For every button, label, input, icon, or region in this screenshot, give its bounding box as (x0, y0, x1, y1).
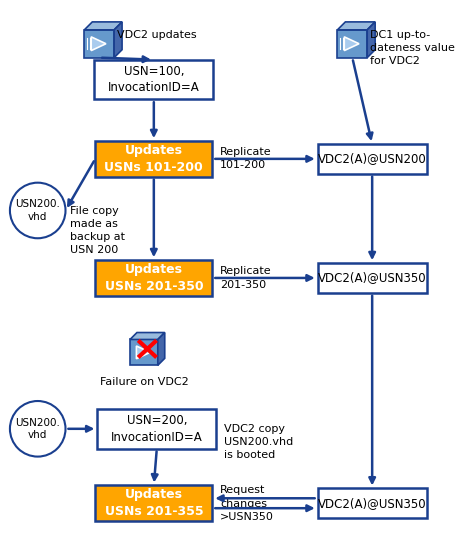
Text: USN=100,
InvocationID=A: USN=100, InvocationID=A (108, 65, 199, 94)
Text: USN200.
vhd: USN200. vhd (15, 199, 60, 222)
Text: DC1 up-to-
dateness value
for VDC2: DC1 up-to- dateness value for VDC2 (369, 30, 454, 66)
Polygon shape (114, 22, 122, 58)
Text: USN200.
vhd: USN200. vhd (15, 418, 60, 440)
Bar (95, 485, 212, 521)
Polygon shape (84, 22, 122, 30)
Polygon shape (337, 22, 374, 30)
Text: Updates
USNs 201-350: Updates USNs 201-350 (104, 263, 203, 293)
Bar (317, 144, 426, 174)
Bar (97, 409, 216, 449)
Text: VDC2(A)@USN200: VDC2(A)@USN200 (317, 153, 426, 166)
Bar (130, 339, 158, 365)
Bar (337, 30, 367, 58)
Polygon shape (158, 332, 164, 365)
Text: Updates
USNs 101-200: Updates USNs 101-200 (104, 144, 203, 174)
Polygon shape (130, 332, 164, 339)
Text: VDC2(A)@USN350: VDC2(A)@USN350 (317, 272, 426, 285)
Polygon shape (91, 37, 106, 50)
Text: VDC2(A)@USN350: VDC2(A)@USN350 (317, 497, 426, 510)
Text: Replicate
101-200: Replicate 101-200 (220, 147, 271, 171)
Text: File copy
made as
backup at
USN 200: File copy made as backup at USN 200 (70, 205, 125, 255)
Polygon shape (344, 37, 358, 50)
Bar (317, 488, 426, 518)
Bar (95, 141, 212, 176)
Bar (94, 60, 213, 99)
Text: Replicate
201-350: Replicate 201-350 (220, 267, 271, 289)
Polygon shape (136, 346, 150, 359)
Bar (84, 30, 114, 58)
Text: VDC2 updates: VDC2 updates (117, 30, 196, 40)
Text: Updates
USNs 201-355: Updates USNs 201-355 (104, 489, 203, 518)
Circle shape (10, 182, 65, 238)
Circle shape (10, 401, 65, 457)
Text: VDC2 copy
USN200.vhd
is booted: VDC2 copy USN200.vhd is booted (224, 424, 293, 460)
Text: Failure on VDC2: Failure on VDC2 (99, 377, 188, 387)
Text: USN=200,
InvocationID=A: USN=200, InvocationID=A (111, 414, 202, 444)
Text: Request
changes
>USN350: Request changes >USN350 (220, 485, 274, 522)
Bar (95, 260, 212, 296)
Polygon shape (367, 22, 374, 58)
Bar (317, 263, 426, 293)
